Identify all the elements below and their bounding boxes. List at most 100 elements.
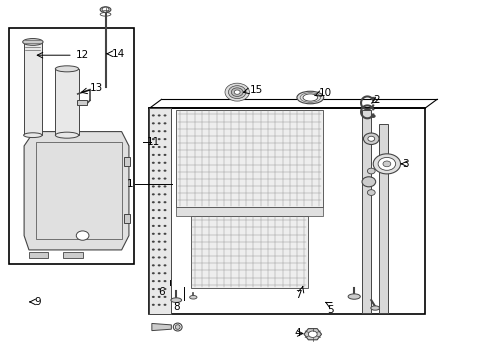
Circle shape xyxy=(163,272,166,274)
Circle shape xyxy=(158,225,160,227)
Bar xyxy=(23,42,42,135)
Circle shape xyxy=(152,225,155,227)
Circle shape xyxy=(158,162,160,164)
Circle shape xyxy=(366,168,374,174)
Circle shape xyxy=(163,288,166,290)
Circle shape xyxy=(152,217,155,219)
Circle shape xyxy=(158,114,160,117)
Ellipse shape xyxy=(55,66,79,72)
Text: 4: 4 xyxy=(293,328,300,338)
Circle shape xyxy=(152,304,155,306)
Bar xyxy=(29,252,48,258)
Ellipse shape xyxy=(100,7,111,13)
Circle shape xyxy=(163,170,166,172)
Circle shape xyxy=(158,233,160,235)
Circle shape xyxy=(152,193,155,195)
Circle shape xyxy=(231,88,243,96)
Bar xyxy=(36,142,122,239)
Text: 8: 8 xyxy=(173,302,179,312)
Bar xyxy=(124,214,130,223)
Circle shape xyxy=(158,288,160,290)
Ellipse shape xyxy=(347,294,360,299)
Circle shape xyxy=(158,256,160,258)
Circle shape xyxy=(152,154,155,156)
Ellipse shape xyxy=(370,306,379,310)
Ellipse shape xyxy=(23,40,42,44)
Bar xyxy=(378,125,387,313)
Circle shape xyxy=(152,248,155,251)
Circle shape xyxy=(152,256,155,258)
Ellipse shape xyxy=(303,94,317,101)
Circle shape xyxy=(158,154,160,156)
Circle shape xyxy=(152,185,155,188)
Bar xyxy=(77,100,86,105)
Text: 15: 15 xyxy=(249,85,262,95)
Circle shape xyxy=(158,201,160,203)
Ellipse shape xyxy=(23,133,42,138)
Circle shape xyxy=(163,201,166,203)
Polygon shape xyxy=(304,329,321,340)
Circle shape xyxy=(158,304,160,306)
Circle shape xyxy=(163,138,166,140)
Circle shape xyxy=(308,331,317,337)
Text: 6: 6 xyxy=(158,287,164,297)
Circle shape xyxy=(163,146,166,148)
Circle shape xyxy=(152,264,155,266)
Circle shape xyxy=(158,146,160,148)
Circle shape xyxy=(152,209,155,211)
Circle shape xyxy=(76,231,89,240)
Text: 13: 13 xyxy=(89,83,102,93)
Circle shape xyxy=(377,157,395,170)
Circle shape xyxy=(158,217,160,219)
Circle shape xyxy=(163,154,166,156)
Ellipse shape xyxy=(189,296,197,299)
Circle shape xyxy=(363,133,378,144)
Circle shape xyxy=(152,233,155,235)
Circle shape xyxy=(158,264,160,266)
Text: 7: 7 xyxy=(294,291,301,301)
Circle shape xyxy=(158,193,160,195)
Circle shape xyxy=(163,185,166,188)
Circle shape xyxy=(152,272,155,274)
Circle shape xyxy=(102,7,109,12)
Bar xyxy=(124,157,130,166)
Circle shape xyxy=(158,122,160,125)
Ellipse shape xyxy=(296,91,323,104)
Ellipse shape xyxy=(22,39,43,45)
Circle shape xyxy=(152,170,155,172)
Circle shape xyxy=(163,296,166,298)
Polygon shape xyxy=(24,132,129,250)
Circle shape xyxy=(370,114,375,118)
Circle shape xyxy=(158,280,160,282)
Circle shape xyxy=(158,138,160,140)
Circle shape xyxy=(152,122,155,125)
Circle shape xyxy=(158,240,160,243)
Circle shape xyxy=(366,190,374,195)
Circle shape xyxy=(158,185,160,188)
Circle shape xyxy=(228,86,245,99)
Circle shape xyxy=(163,162,166,164)
Text: 5: 5 xyxy=(327,305,333,315)
Circle shape xyxy=(163,114,166,117)
Circle shape xyxy=(163,240,166,243)
Circle shape xyxy=(163,264,166,266)
Circle shape xyxy=(163,217,166,219)
Bar xyxy=(63,252,82,258)
Circle shape xyxy=(158,130,160,132)
Circle shape xyxy=(152,130,155,132)
Circle shape xyxy=(152,201,155,203)
Text: 2: 2 xyxy=(373,95,380,105)
Circle shape xyxy=(158,177,160,180)
Bar xyxy=(149,108,171,315)
Circle shape xyxy=(163,177,166,180)
Circle shape xyxy=(158,209,160,211)
Circle shape xyxy=(163,248,166,251)
Circle shape xyxy=(163,280,166,282)
Circle shape xyxy=(163,130,166,132)
Circle shape xyxy=(234,90,240,94)
Bar xyxy=(149,108,424,315)
Circle shape xyxy=(152,288,155,290)
Circle shape xyxy=(370,97,375,100)
Bar xyxy=(55,69,79,135)
Text: 12: 12 xyxy=(76,50,89,60)
